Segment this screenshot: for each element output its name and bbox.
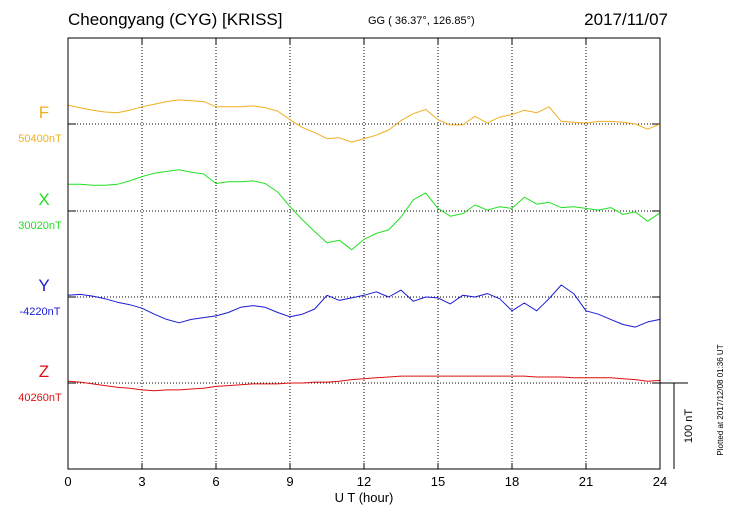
series-baseline-x: 30020nT xyxy=(18,220,62,232)
grid-lines xyxy=(141,38,587,469)
baselines xyxy=(68,123,660,384)
x-tick-label: 21 xyxy=(579,474,593,489)
series-baseline-y: -4220nT xyxy=(20,306,61,318)
geographic-coordinates: GG ( 36.37°, 126.85°) xyxy=(368,15,475,27)
x-tick-label: 15 xyxy=(431,474,445,489)
x-axis-title: U T (hour) xyxy=(335,490,394,505)
plot-date: 2017/11/07 xyxy=(584,10,668,29)
x-tick-label: 6 xyxy=(212,474,219,489)
x-tick-label: 12 xyxy=(357,474,371,489)
series-letter-f: F xyxy=(39,103,49,122)
scale-bar: 100 nT xyxy=(660,382,695,469)
series-baseline-z: 40260nT xyxy=(18,392,62,404)
series-letter-x: X xyxy=(38,190,49,209)
series-letter-y: Y xyxy=(38,276,49,295)
x-tick-label: 24 xyxy=(653,474,667,489)
x-tick-label: 9 xyxy=(286,474,293,489)
scale-bar-label: 100 nT xyxy=(683,409,695,444)
series-layer xyxy=(67,99,661,392)
series-baseline-f: 50400nT xyxy=(18,133,62,145)
station-title: Cheongyang (CYG) [KRISS] xyxy=(68,10,283,29)
series-labels: F 50400nT X 30020nT Y -4220nT Z 40260nT xyxy=(18,103,62,404)
series-line-z xyxy=(67,375,661,392)
x-axis-ticks: 0 3 6 9 12 15 18 21 24 xyxy=(64,38,667,489)
series-letter-z: Z xyxy=(39,362,49,381)
series-line-x xyxy=(68,169,661,251)
x-tick-label: 0 xyxy=(64,474,71,489)
x-tick-label: 18 xyxy=(505,474,519,489)
series-line-y xyxy=(67,284,661,328)
x-tick-label: 3 xyxy=(138,474,145,489)
plotted-timestamp: Plotted at 2017/12/08 01:36 UT xyxy=(716,344,725,455)
series-line-f xyxy=(67,99,661,143)
